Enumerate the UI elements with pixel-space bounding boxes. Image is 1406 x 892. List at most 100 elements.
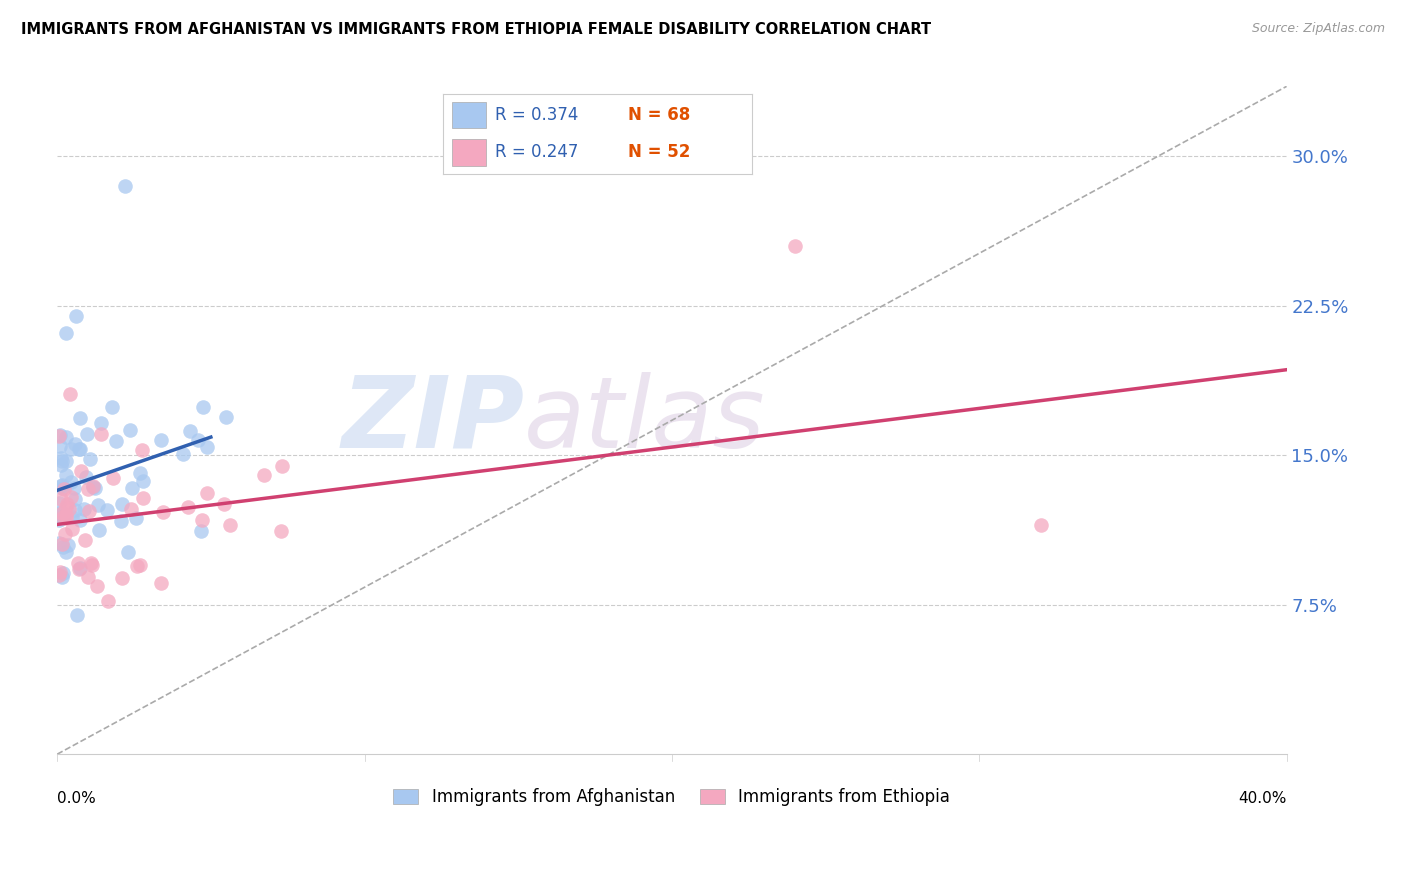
Point bbox=[191, 513, 214, 527]
Point bbox=[52, 566, 75, 580]
Text: Source: ZipAtlas.com: Source: ZipAtlas.com bbox=[1251, 22, 1385, 36]
Point bbox=[132, 491, 155, 506]
Point bbox=[125, 558, 148, 573]
Point bbox=[87, 524, 110, 538]
Point bbox=[117, 545, 139, 559]
Point bbox=[56, 497, 79, 511]
Point bbox=[48, 439, 70, 453]
Point bbox=[67, 442, 90, 456]
Point bbox=[48, 536, 70, 550]
FancyBboxPatch shape bbox=[453, 102, 486, 128]
Text: R = 0.247: R = 0.247 bbox=[495, 144, 579, 161]
Point bbox=[270, 524, 292, 539]
Point bbox=[52, 483, 75, 497]
Point bbox=[48, 513, 70, 527]
Text: ZIP: ZIP bbox=[342, 372, 524, 469]
Point bbox=[129, 558, 152, 572]
Point bbox=[48, 568, 70, 582]
Text: IMMIGRANTS FROM AFGHANISTAN VS IMMIGRANTS FROM ETHIOPIA FEMALE DISABILITY CORREL: IMMIGRANTS FROM AFGHANISTAN VS IMMIGRANT… bbox=[21, 22, 931, 37]
Point bbox=[66, 607, 89, 622]
Point bbox=[101, 470, 124, 484]
Point bbox=[65, 503, 87, 517]
Point bbox=[195, 485, 218, 500]
Point bbox=[53, 507, 76, 521]
Point bbox=[60, 490, 83, 504]
Point bbox=[60, 442, 83, 457]
Point bbox=[125, 510, 148, 524]
Point bbox=[55, 468, 77, 483]
Point bbox=[58, 538, 80, 552]
Point bbox=[59, 387, 82, 401]
Point bbox=[69, 561, 91, 575]
Point bbox=[190, 524, 212, 538]
Point bbox=[55, 508, 77, 523]
Point bbox=[48, 429, 70, 443]
Point bbox=[52, 540, 75, 554]
Text: R = 0.374: R = 0.374 bbox=[495, 105, 579, 123]
Point bbox=[270, 459, 292, 474]
Point bbox=[101, 400, 124, 414]
Point bbox=[90, 426, 112, 441]
Point bbox=[67, 562, 90, 576]
Point bbox=[49, 428, 72, 442]
Point bbox=[77, 569, 100, 583]
Point bbox=[1029, 518, 1052, 533]
Point bbox=[75, 470, 97, 484]
Point bbox=[51, 537, 73, 551]
Point bbox=[132, 474, 155, 488]
Point bbox=[176, 500, 198, 514]
Point bbox=[80, 558, 103, 573]
Point bbox=[58, 502, 80, 516]
Point bbox=[121, 481, 143, 495]
Point bbox=[87, 498, 110, 512]
Point bbox=[80, 556, 103, 570]
Text: atlas: atlas bbox=[524, 372, 766, 469]
Point bbox=[49, 479, 72, 493]
Point bbox=[60, 510, 83, 524]
Point bbox=[69, 513, 91, 527]
Point bbox=[52, 509, 75, 524]
Point bbox=[129, 466, 152, 480]
Point bbox=[69, 442, 91, 456]
Text: 40.0%: 40.0% bbox=[1239, 791, 1286, 806]
Point bbox=[73, 502, 96, 516]
Point bbox=[51, 481, 73, 495]
Point bbox=[110, 514, 132, 528]
Point bbox=[49, 492, 72, 507]
Point bbox=[96, 503, 118, 517]
Point bbox=[105, 434, 128, 448]
Point bbox=[65, 309, 87, 323]
Point bbox=[149, 576, 172, 591]
Point bbox=[63, 481, 86, 495]
Text: N = 52: N = 52 bbox=[628, 144, 690, 161]
Point bbox=[111, 497, 134, 511]
Point bbox=[150, 434, 173, 448]
Point bbox=[55, 326, 77, 340]
Point bbox=[77, 482, 100, 496]
Point bbox=[63, 437, 86, 451]
Point bbox=[55, 430, 77, 444]
Point bbox=[179, 424, 201, 438]
Point bbox=[53, 527, 76, 541]
Point bbox=[48, 506, 70, 520]
Point bbox=[51, 458, 73, 473]
Point bbox=[84, 482, 107, 496]
Point bbox=[219, 518, 242, 533]
Point bbox=[49, 565, 72, 579]
Point bbox=[69, 464, 91, 478]
Text: 0.0%: 0.0% bbox=[58, 791, 96, 806]
Point bbox=[66, 556, 89, 570]
Point bbox=[172, 447, 194, 461]
Point bbox=[86, 579, 108, 593]
Point bbox=[215, 410, 238, 425]
Point bbox=[193, 400, 215, 414]
Point bbox=[253, 468, 276, 483]
Point bbox=[73, 533, 96, 548]
Point bbox=[212, 497, 235, 511]
Point bbox=[48, 496, 70, 510]
Legend: Immigrants from Afghanistan, Immigrants from Ethiopia: Immigrants from Afghanistan, Immigrants … bbox=[387, 781, 957, 813]
Point bbox=[152, 505, 174, 519]
Point bbox=[55, 510, 77, 524]
Point bbox=[77, 504, 100, 518]
Point bbox=[48, 508, 70, 522]
